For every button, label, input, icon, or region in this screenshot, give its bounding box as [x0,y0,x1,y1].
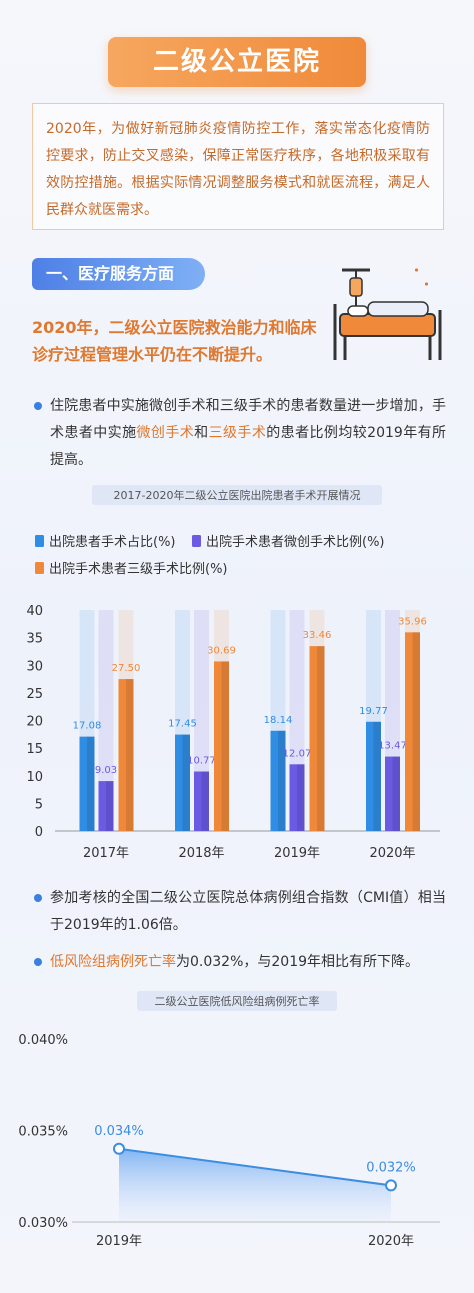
value-label: 12.07 [283,748,312,759]
y-tick-label: 40 [26,604,43,619]
chart-title-bg [137,991,337,1011]
bullet: 低风险组病例死亡率为0.032%，与2019年相比有所下降。 [34,949,446,976]
area-fill [119,1148,391,1222]
legend-label: 出院患者手术占比(%) [49,535,176,550]
point [113,1142,125,1155]
bullet: 住院患者中实施微创手术和三级手术的患者数量进一步增加，手术患者中实施微创手术和三… [34,393,447,474]
bar [79,736,95,831]
chart-title: 2017-2020年二级公立医院出院患者手术开展情况 [114,488,361,502]
bar [366,721,381,831]
legend-swatch [35,562,44,574]
bullet-text: 住院患者中实施微创手术和三级手术的患者数量进一步增加，手术患者中实施 [50,398,446,441]
bullet-highlight: 低风险组病例死亡率 [50,954,176,970]
bar-shade [87,736,95,831]
bar [270,730,286,831]
y-tick-label: 30 [26,659,43,674]
bar-shade [182,734,190,831]
bed-illustration [333,268,442,360]
bar-shade [126,679,134,831]
bar-track [98,610,114,831]
bar [214,661,229,831]
y-tick-label: 25 [26,687,43,702]
legend-label: 出院手术患者三级手术比例(%) [49,562,228,577]
bar [289,764,305,831]
x-tick-label: 2019年 [96,1234,142,1249]
legend-swatch [192,535,201,547]
x-tick-label: 2020年 [369,846,415,861]
x-tick-label: 2017年 [83,846,129,861]
value-label: 35.96 [398,616,427,627]
value-label: 30.69 [207,645,236,656]
value-label: 13.47 [378,741,407,752]
legend-label: 出院手术患者微创手术比例(%) [206,535,385,550]
y-tick-label: 0.035% [18,1125,68,1140]
value-label: 0.034% [94,1124,144,1139]
y-tick-label: 0.040% [18,1033,68,1048]
bullet: 参加考核的全国二级公立医院总体病例组合指数（CMI值）相当于2019年的1.06… [34,885,446,939]
bar [98,781,114,831]
point [385,1179,397,1192]
value-label: 27.50 [112,663,141,674]
chart-title: 二级公立医院低风险组病例死亡率 [155,994,320,1008]
intro-text: 2020年，为做好新冠肺炎疫情防控工作，落实常态化疫情防控要求，防止交叉感染，保… [32,103,444,230]
value-label: 17.45 [168,719,197,730]
bullet-highlight: 微创手术 [136,425,195,441]
bar-shade [412,632,420,831]
value-label: 10.77 [187,755,216,766]
value-label: 17.08 [73,721,102,732]
section-title: 一、医疗服务方面 [32,258,205,290]
line [118,1147,392,1187]
bullet-text: 和 [194,425,209,441]
bar-shade [106,781,114,831]
y-tick-label: 5 [35,797,43,812]
value-label: 19.77 [359,706,388,717]
bar [194,771,209,831]
bullet-text: 为0.032%，与2019年相比有所下降。 [176,954,420,970]
y-tick-label: 0.030% [18,1216,68,1231]
bar [118,679,134,831]
y-tick-label: 35 [26,632,43,647]
page-title: 二级公立医院 [108,37,366,87]
bar-shade [201,771,209,831]
x-tick-label: 2018年 [178,846,224,861]
bullet-text: 的患者比例均较2019年有所提高。 [50,425,447,468]
bar-shade [278,730,286,831]
bar [405,632,420,831]
legend-swatch [35,535,44,547]
x-tick-label: 2019年 [274,846,320,861]
bullet-text: 参加考核的全国二级公立医院总体病例组合指数（CMI值）相当于2019年的1.06… [50,890,446,933]
bar-shade [317,646,325,831]
y-tick-label: 20 [26,715,43,730]
value-label: 33.46 [303,630,332,641]
y-tick-label: 15 [26,742,43,757]
line-chart: 二级公立医院低风险组病例死亡率 0.030% 0.035% 0.040% 0.034% 2… [18,991,440,1249]
x-tick-label: 2020年 [368,1234,414,1249]
bar-shade [373,721,381,831]
section-highlight: 2020年，二级公立医院救治能力和临床诊疗过程管理水平仍在不断提升。 [32,318,317,364]
bar-shade [392,756,400,831]
y-tick-label: 0 [35,825,43,840]
chart-title-bg [92,485,382,505]
value-label: 0.032% [366,1160,416,1175]
y-tick-label: 10 [26,770,43,785]
bar [175,734,190,831]
value-label: 9.03 [95,765,117,776]
bullet-highlight: 三级手术 [208,425,267,441]
bar-shade [297,764,305,831]
bar [309,646,325,831]
bar [385,756,400,831]
value-label: 18.14 [264,715,293,726]
bar-shade [221,661,229,831]
